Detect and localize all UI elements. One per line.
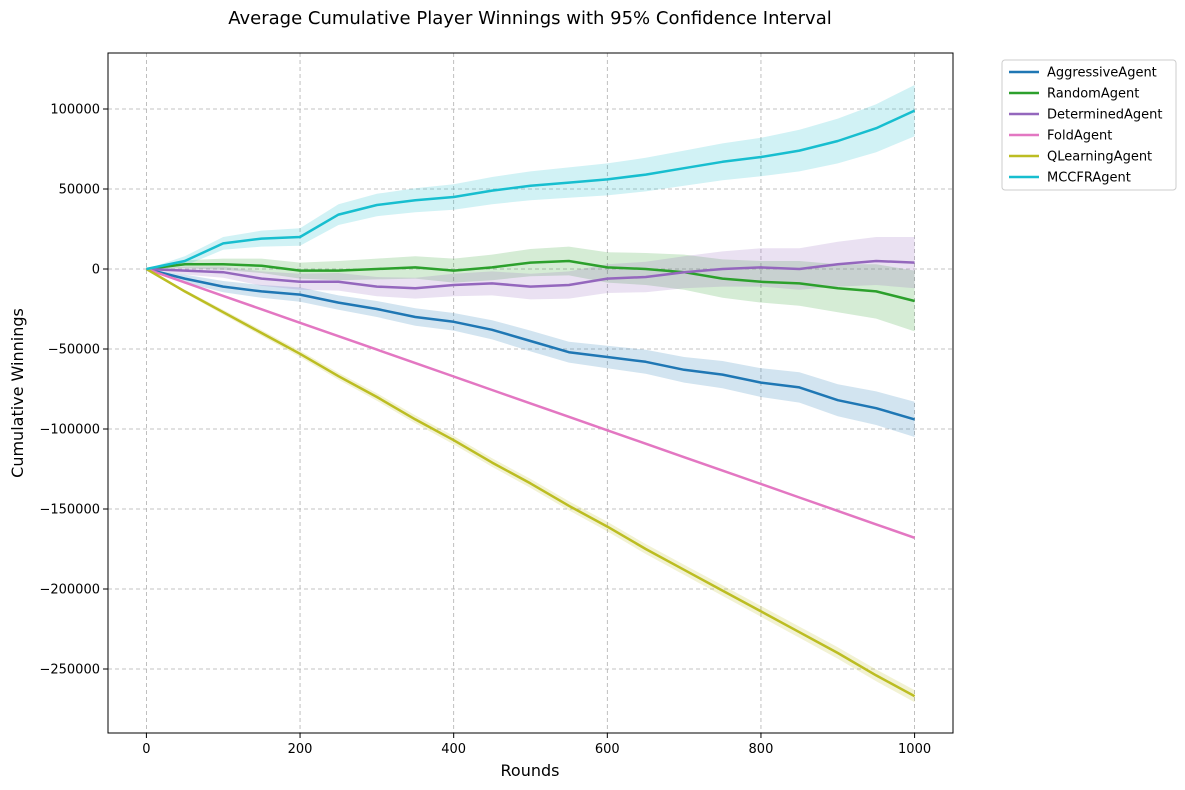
plot-area xyxy=(107,52,954,734)
y-axis-title: Cumulative Winnings xyxy=(8,308,27,478)
legend: AggressiveAgent RandomAgent DeterminedAgen… xyxy=(1001,59,1177,191)
x-tick-label: 200 xyxy=(288,742,313,757)
x-tick-label: 1000 xyxy=(898,742,931,757)
x-axis: 0 200 400 600 800 1000 xyxy=(142,733,931,757)
series-line-mccfragent xyxy=(146,109,916,271)
series-line-aggressiveagent xyxy=(146,267,915,421)
y-tick-label: 100000 xyxy=(50,103,100,118)
x-tick-label: 600 xyxy=(595,742,620,757)
y-tick-label: −250000 xyxy=(39,663,100,678)
legend-box xyxy=(1001,59,1177,191)
series-line-determinedagent xyxy=(146,259,915,290)
legend-label-randomagent: RandomAgent xyxy=(1047,87,1139,102)
y-tick-label: −150000 xyxy=(39,503,100,518)
legend-label-aggressiveagent: AggressiveAgent xyxy=(1047,66,1157,81)
y-axis: 100000 50000 0 −50000 −100000 −150000 −200000 −… xyxy=(39,103,108,678)
x-tick-label: 400 xyxy=(441,742,466,757)
y-tick-label: −50000 xyxy=(48,343,100,358)
y-tick-label: 0 xyxy=(92,263,100,278)
legend-label-foldagent: FoldAgent xyxy=(1047,129,1112,144)
grid xyxy=(108,53,953,733)
series-line-foldagent xyxy=(145,267,916,539)
series-line-qlearningagent xyxy=(145,267,916,698)
y-tick-label: 50000 xyxy=(59,183,100,198)
ci-band-determinedagent xyxy=(146,237,915,300)
x-tick-label: 800 xyxy=(749,742,774,757)
ci-band-mccfragent xyxy=(146,85,915,269)
chart-title: Average Cumulative Player Winnings with … xyxy=(228,8,831,29)
y-tick-label: −200000 xyxy=(39,583,100,598)
series-lines xyxy=(145,109,916,698)
legend-label-determinedagent: DeterminedAgent xyxy=(1047,108,1162,123)
legend-label-qlearningagent: QLearningAgent xyxy=(1047,150,1152,165)
confidence-bands xyxy=(146,85,915,703)
series-line-randomagent xyxy=(146,259,915,303)
x-axis-title: Rounds xyxy=(501,761,560,780)
legend-label-mccfragent: MCCFRAgent xyxy=(1047,171,1131,186)
y-tick-label: −100000 xyxy=(39,423,100,438)
x-tick-label: 0 xyxy=(142,742,150,757)
